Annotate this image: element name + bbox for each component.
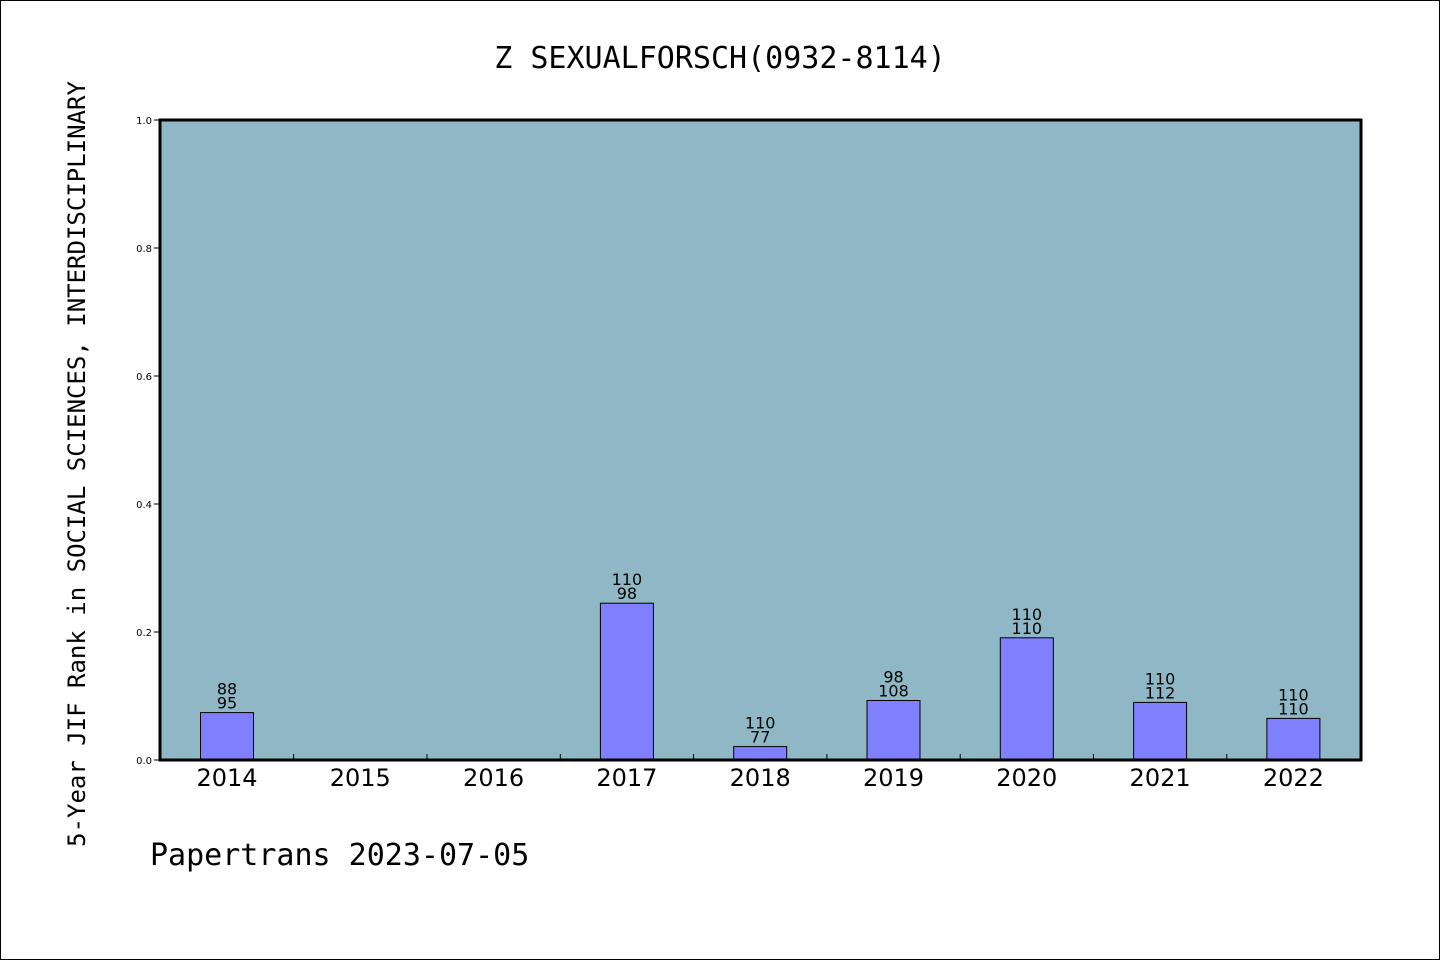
plot-area [160,120,1361,760]
y-tick-label-0.6: 0.6 [136,372,152,383]
y-axis: 0.0 0.2 0.4 0.6 0.8 1.0 [136,116,160,767]
x-tick-label-2017: 2017 [596,764,657,792]
data-label-bottom-2020: 110 [1012,619,1043,638]
bar-2019 [866,700,921,761]
data-label-top-2014: 88 [217,680,237,699]
data-label-bottom-2022: 110 [1278,699,1309,718]
bar-2018 [733,746,788,761]
data-label-top-2020: 110 [1012,605,1043,624]
x-tick-label-2022: 2022 [1263,764,1324,792]
bar-2017 [599,602,654,761]
x-tick-label-2016: 2016 [463,764,524,792]
data-label-top-2018: 110 [745,714,776,733]
y-tick-label-0.8: 0.8 [136,244,152,255]
bar-2022 [1266,717,1321,761]
data-label-bottom-2018: 77 [750,728,770,747]
footer-text: Papertrans 2023-07-05 [150,838,529,873]
bar-2021 [1133,701,1188,761]
data-label-top-2022: 110 [1278,685,1309,704]
x-tick-label-2019: 2019 [863,764,924,792]
x-tick-label-2020: 2020 [996,764,1057,792]
bar-2014 [200,712,254,761]
data-label-top-2017: 110 [612,570,643,589]
x-tick-label-2021: 2021 [1130,764,1191,792]
y-tick-label-0.2: 0.2 [136,628,152,639]
data-label-top-2019: 98 [883,668,903,687]
x-axis: 2014 2015 2016 2017 2018 2019 2020 2021 2022 [196,754,1324,792]
data-label-bottom-2014: 95 [217,694,237,713]
data-label-bottom-2017: 98 [617,584,637,603]
x-tick-label-2014: 2014 [196,764,257,792]
x-tick-label-2015: 2015 [330,764,391,792]
data-label-bottom-2021: 112 [1145,683,1176,702]
x-tick-label-2018: 2018 [730,764,791,792]
data-label-bottom-2019: 108 [878,682,909,701]
bar-2020 [999,637,1054,761]
chart-title: Z SEXUALFORSCH(0932-8114) [494,41,946,76]
y-tick-label-0.0: 0.0 [136,756,152,767]
bars-layer [200,602,1321,761]
y-axis-label: 5-Year JIF Rank in SOCIAL SCIENCES, INTE… [63,81,91,847]
y-tick-label-0.4: 0.4 [136,500,152,511]
plot-border [158,118,1363,762]
data-label-top-2021: 110 [1145,669,1176,688]
y-tick-label-1.0: 1.0 [136,116,152,127]
